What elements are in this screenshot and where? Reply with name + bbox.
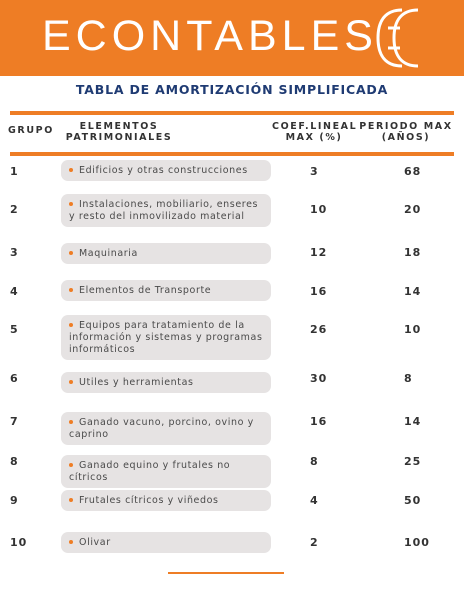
brand-name: ECONTABLES	[42, 12, 378, 60]
periodo-cell: 14	[404, 415, 422, 428]
bullet-icon	[69, 539, 73, 544]
elemento-text: Edificios y otras construcciones	[79, 165, 248, 176]
grupo-cell: 8	[10, 455, 19, 468]
elemento-cell: Frutales cítricos y viñedos	[61, 490, 271, 511]
periodo-cell: 20	[404, 203, 422, 216]
coef-cell: 16	[310, 415, 328, 428]
coef-cell: 30	[310, 372, 328, 385]
bullet-icon	[69, 379, 73, 384]
header-divider	[10, 152, 454, 156]
elemento-text: Frutales cítricos y viñedos	[79, 495, 219, 506]
coef-cell: 8	[310, 455, 319, 468]
bullet-icon	[69, 462, 73, 467]
periodo-cell: 68	[404, 165, 422, 178]
coef-cell: 12	[310, 246, 328, 259]
grupo-cell: 3	[10, 246, 19, 259]
elemento-text: Maquinaria	[79, 248, 138, 259]
bullet-icon	[69, 287, 73, 292]
elemento-text: Utiles y herramientas	[79, 377, 194, 388]
elemento-cell: Utiles y herramientas	[61, 372, 271, 393]
periodo-cell: 18	[404, 246, 422, 259]
elemento-text: Equipos para tratamiento de la informaci…	[69, 320, 263, 355]
grupo-cell: 2	[10, 203, 19, 216]
elemento-cell: Ganado equino y frutales no cítricos	[61, 455, 271, 488]
periodo-cell: 10	[404, 323, 422, 336]
coef-cell: 16	[310, 285, 328, 298]
econtables-logo-icon	[376, 8, 419, 68]
bullet-icon	[69, 250, 73, 255]
elemento-cell: Equipos para tratamiento de la informaci…	[61, 315, 271, 360]
header-grupo: GRUPO	[8, 125, 54, 136]
coef-cell: 2	[310, 536, 319, 549]
elemento-text: Ganado vacuno, porcino, ovino y caprino	[69, 417, 254, 440]
elemento-cell: Elementos de Transporte	[61, 280, 271, 301]
periodo-cell: 100	[404, 536, 430, 549]
bullet-icon	[69, 419, 73, 424]
periodo-cell: 25	[404, 455, 422, 468]
bullet-icon	[69, 201, 73, 206]
header-coef: COEF.LINEAL MAX (%)	[272, 121, 358, 143]
elemento-cell: Edificios y otras construcciones	[61, 160, 271, 181]
coef-cell: 26	[310, 323, 328, 336]
grupo-cell: 9	[10, 494, 19, 507]
grupo-cell: 1	[10, 165, 19, 178]
elemento-text: Olivar	[79, 537, 111, 548]
elemento-cell: Ganado vacuno, porcino, ovino y caprino	[61, 412, 271, 445]
bullet-icon	[69, 497, 73, 502]
elemento-cell: Maquinaria	[61, 243, 271, 264]
bullet-icon	[69, 167, 73, 172]
grupo-cell: 10	[10, 536, 28, 549]
grupo-cell: 5	[10, 323, 19, 336]
header-periodo: PERIODO MAX (AÑOS)	[359, 121, 453, 143]
elemento-cell: Instalaciones, mobiliario, enseres y res…	[61, 194, 271, 227]
elemento-text: Ganado equino y frutales no cítricos	[69, 460, 231, 483]
grupo-cell: 4	[10, 285, 19, 298]
coef-cell: 10	[310, 203, 328, 216]
header-banner: ECONTABLES	[0, 0, 464, 76]
periodo-cell: 50	[404, 494, 422, 507]
coef-cell: 4	[310, 494, 319, 507]
page-title: TABLA DE AMORTIZACIÓN SIMPLIFICADA	[75, 82, 389, 97]
top-divider	[10, 111, 454, 115]
bullet-icon	[69, 322, 73, 327]
elemento-text: Instalaciones, mobiliario, enseres y res…	[69, 199, 259, 222]
periodo-cell: 8	[404, 372, 413, 385]
periodo-cell: 14	[404, 285, 422, 298]
grupo-cell: 7	[10, 415, 19, 428]
grupo-cell: 6	[10, 372, 19, 385]
header-elementos: ELEMENTOS PATRIMONIALES	[65, 121, 173, 143]
elemento-cell: Olivar	[61, 532, 271, 553]
elemento-text: Elementos de Transporte	[79, 285, 212, 296]
coef-cell: 3	[310, 165, 319, 178]
footer-divider	[168, 572, 284, 574]
